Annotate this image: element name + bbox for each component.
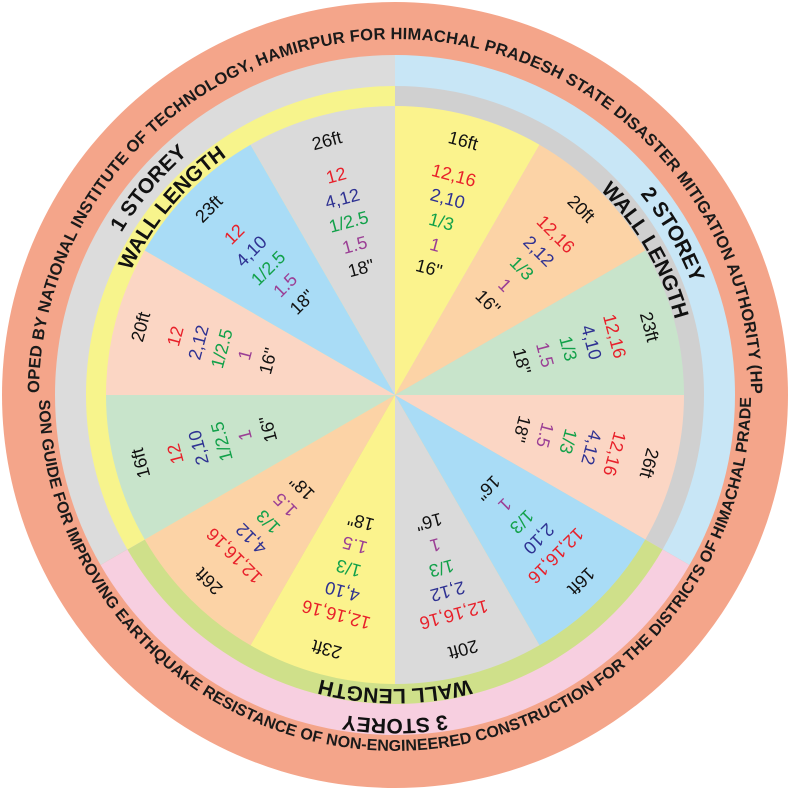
sector-value-4: 1 [428, 234, 443, 256]
group-label-three-storey: 3 STOREY [341, 710, 449, 737]
sector-two_storey-20ft [395, 144, 646, 395]
sector-two_storey-26ft [395, 395, 684, 540]
sector-three_storey-16ft [395, 395, 646, 646]
sector-value-1: 12 [163, 324, 188, 349]
sector-value-4: 1 [428, 534, 443, 556]
sector-two_storey-16ft [395, 106, 540, 395]
sector-group: 16ft12,162,101/3116"20ft12,162,121/3116"… [106, 106, 684, 684]
sector-one_storey-23ft [144, 144, 395, 395]
sector-three_storey-23ft [250, 395, 395, 684]
sector-one_storey-26ft [250, 106, 395, 395]
sector-one_storey-16ft [106, 395, 395, 540]
sector-value-1: 12 [163, 442, 188, 467]
sector-three_storey-20ft [395, 395, 540, 684]
sector-three_storey-26ft [144, 395, 395, 646]
sector-value-4: 1 [234, 428, 256, 443]
sector-value-4: 1 [234, 347, 256, 362]
sector-one_storey-20ft [106, 250, 395, 395]
sector-two_storey-23ft [395, 250, 684, 395]
